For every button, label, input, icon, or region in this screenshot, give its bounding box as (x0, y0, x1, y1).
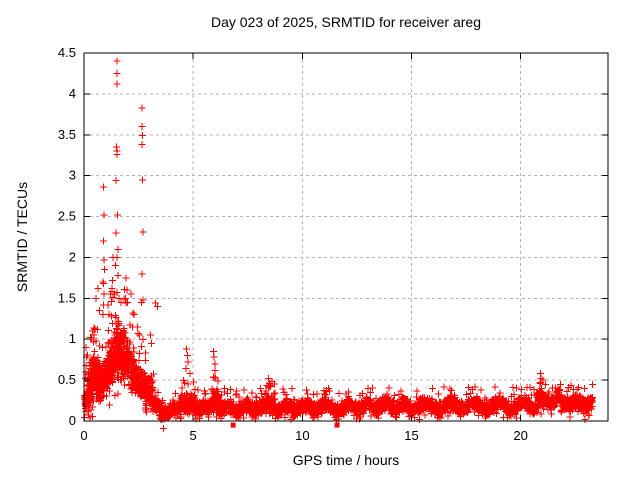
y-tick-label: 2.5 (58, 209, 76, 224)
x-tick-label: 0 (80, 428, 87, 443)
y-tick-label: 0 (69, 413, 76, 428)
y-tick-label: 3 (69, 168, 76, 183)
y-tick-label: 4.5 (58, 45, 76, 60)
y-tick-label: 1 (69, 331, 76, 346)
y-axis-label: SRMTID / TECUs (14, 181, 30, 293)
y-tick-label: 1.5 (58, 290, 76, 305)
plot-border (83, 52, 609, 422)
data-points (81, 57, 597, 432)
x-tick-label: 20 (513, 428, 527, 443)
y-tick-label: 2 (69, 249, 76, 264)
x-tick-label: 5 (190, 428, 197, 443)
square-marker (334, 422, 340, 428)
y-tick-label: 0.5 (58, 372, 76, 387)
x-tick-label: 15 (404, 428, 418, 443)
y-tick-label: 3.5 (58, 127, 76, 142)
x-axis-label: GPS time / hours (292, 452, 400, 468)
square-marker (230, 422, 236, 428)
x-tick-label: 10 (295, 428, 309, 443)
chart-title: Day 023 of 2025, SRMTID for receiver are… (210, 14, 481, 30)
y-tick-label: 4 (69, 86, 76, 101)
